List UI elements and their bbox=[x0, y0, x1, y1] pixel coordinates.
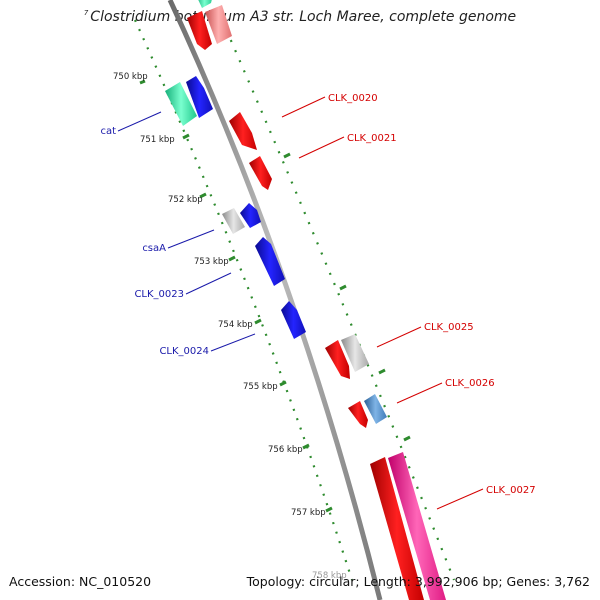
gene-arrow-clk0024[interactable] bbox=[281, 301, 306, 339]
gene-label-clk0020[interactable]: CLK_0020 bbox=[328, 93, 378, 104]
reverse-strand-dotted-track bbox=[133, 19, 354, 581]
title-footnote-mark: 7 bbox=[83, 9, 89, 18]
gene-arrow-green-top[interactable] bbox=[196, 0, 213, 8]
gene-label-clk0024[interactable]: CLK_0024 bbox=[159, 346, 209, 357]
scale-tick bbox=[199, 192, 207, 199]
scale-label-750: 750 kbp bbox=[113, 72, 148, 82]
gene-arrow-clk0026-steel[interactable] bbox=[364, 394, 387, 424]
scale-tick bbox=[378, 368, 386, 375]
accession-text: Accession: NC_010520 bbox=[9, 574, 152, 589]
scale-label-751: 751 kbp bbox=[140, 135, 175, 145]
scale-label-758: 758 kbp bbox=[312, 571, 347, 581]
scale-label-753: 753 kbp bbox=[194, 257, 229, 267]
gene-arrow-csaa-grey[interactable] bbox=[222, 208, 245, 234]
genome-backbone bbox=[167, 0, 383, 600]
leader-csaa bbox=[167, 229, 215, 249]
scale-tick bbox=[283, 152, 291, 159]
gene-arrow-clk0021[interactable] bbox=[249, 156, 272, 190]
gene-arrow-cat[interactable] bbox=[165, 82, 197, 126]
scale-tick bbox=[403, 435, 411, 442]
gene-label-clk0023[interactable]: CLK_0023 bbox=[134, 289, 184, 300]
leader-clk0023 bbox=[185, 272, 232, 295]
leader-clk0026 bbox=[396, 382, 443, 404]
forward-strand-dotted-track bbox=[220, 19, 456, 581]
scale-label-757: 757 kbp bbox=[291, 508, 326, 518]
gene-label-clk0021[interactable]: CLK_0021 bbox=[347, 133, 397, 144]
scale-label-756: 756 kbp bbox=[268, 445, 303, 455]
gene-arrow-clk0027-red[interactable] bbox=[370, 457, 424, 600]
genome-summary-text: Topology: circular; Length: 3,992,906 bp… bbox=[246, 574, 590, 589]
gene-labels: CLK_0020 CLK_0021 CLK_0025 CLK_0026 CLK_… bbox=[100, 93, 535, 496]
gene-arrow-salmon-top[interactable] bbox=[205, 5, 232, 44]
scale-tick bbox=[339, 284, 347, 291]
scale-tick bbox=[139, 79, 146, 85]
leader-clk0027 bbox=[436, 488, 484, 510]
label-leader-lines bbox=[117, 96, 484, 510]
scale-tick bbox=[279, 380, 287, 387]
gene-label-clk0027[interactable]: CLK_0027 bbox=[486, 485, 536, 496]
scale-tick bbox=[254, 318, 262, 325]
gene-label-clk0026[interactable]: CLK_0026 bbox=[445, 378, 495, 389]
scale-tick bbox=[325, 506, 333, 513]
scale-label-755: 755 kbp bbox=[243, 382, 278, 392]
scale-label-752: 752 kbp bbox=[168, 195, 203, 205]
leader-clk0024 bbox=[210, 333, 256, 352]
gene-arrow-clk0026-red[interactable] bbox=[348, 401, 368, 428]
gene-arrow-clk0025-red[interactable] bbox=[325, 340, 350, 379]
gene-label-csaa[interactable]: csaA bbox=[142, 243, 166, 254]
gene-label-cat[interactable]: cat bbox=[100, 126, 116, 137]
gene-arrow-clk0025-grey[interactable] bbox=[341, 334, 369, 372]
gene-arrow-blue-near-cat[interactable] bbox=[186, 76, 213, 118]
scale-tick-labels: 750 kbp 751 kbp 752 kbp 753 kbp 754 kbp … bbox=[113, 72, 347, 581]
scale-tick bbox=[302, 443, 310, 450]
gene-arrow-clk0020[interactable] bbox=[229, 112, 257, 150]
gene-arrow-red-top[interactable] bbox=[187, 11, 212, 50]
gene-features bbox=[165, 0, 446, 600]
gene-label-clk0025[interactable]: CLK_0025 bbox=[424, 322, 474, 333]
scale-tick bbox=[228, 255, 236, 262]
scale-ticks bbox=[139, 79, 411, 513]
leader-clk0020 bbox=[281, 96, 326, 118]
gene-arrow-clk0027-pink[interactable] bbox=[388, 452, 446, 600]
leader-cat bbox=[117, 111, 162, 132]
gene-arrow-csaa[interactable] bbox=[240, 203, 261, 228]
gene-arrow-clk0023[interactable] bbox=[255, 237, 285, 286]
scale-label-754: 754 kbp bbox=[218, 320, 253, 330]
leader-clk0021 bbox=[298, 136, 345, 159]
scale-tick bbox=[182, 133, 190, 140]
leader-clk0025 bbox=[376, 326, 422, 348]
